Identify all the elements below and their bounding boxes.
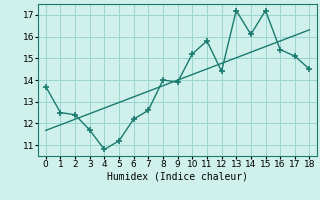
X-axis label: Humidex (Indice chaleur): Humidex (Indice chaleur)	[107, 172, 248, 182]
